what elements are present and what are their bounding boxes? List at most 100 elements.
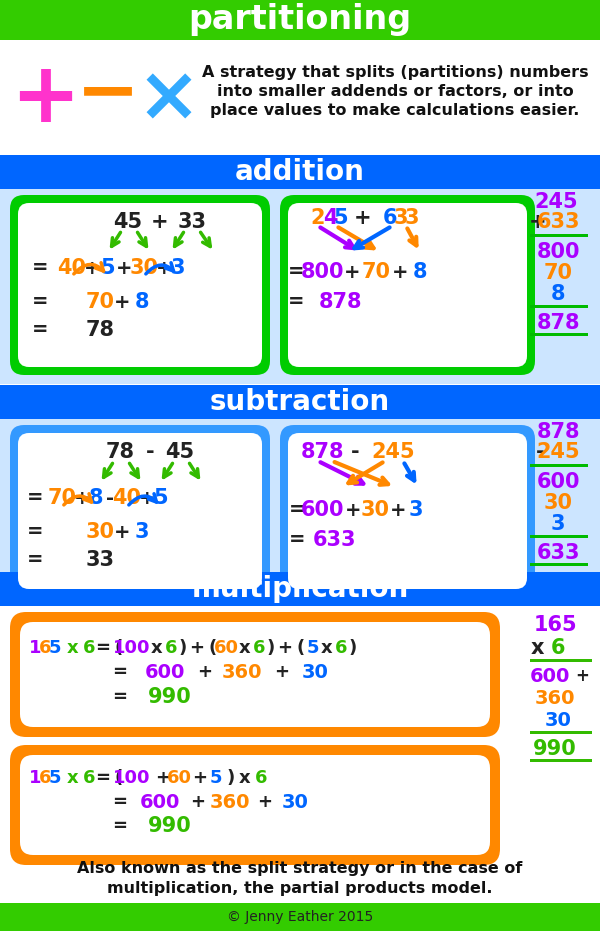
Text: 3: 3 [405, 208, 419, 228]
Text: 40: 40 [113, 488, 142, 508]
Text: x: x [151, 639, 163, 657]
Text: 45: 45 [113, 212, 143, 232]
Text: 5: 5 [49, 769, 61, 787]
Bar [0, 40, 600, 155]
Text: +: + [275, 663, 290, 681]
Text: -: - [146, 442, 154, 462]
Text: +: + [193, 769, 208, 787]
Text: (: ( [209, 639, 217, 657]
Text: 600: 600 [140, 792, 180, 812]
Bar [0, 903, 600, 931]
FancyBboxPatch shape [20, 622, 490, 727]
Text: =: = [32, 259, 48, 277]
Text: 6: 6 [39, 769, 51, 787]
Text: +: + [114, 522, 130, 542]
Text: 4: 4 [323, 208, 337, 228]
Text: 800: 800 [300, 262, 344, 282]
Text: +: + [354, 208, 372, 228]
Text: 6: 6 [83, 769, 95, 787]
Text: 6: 6 [335, 639, 347, 657]
Bar [530, 234, 588, 237]
Text: 30: 30 [130, 258, 158, 278]
Text: 245: 245 [536, 442, 580, 462]
Text: x: x [239, 769, 251, 787]
Text: =: = [27, 550, 43, 570]
Text: 600: 600 [536, 472, 580, 492]
Text: 5: 5 [307, 639, 319, 657]
Text: 878: 878 [318, 292, 362, 312]
Text: 6: 6 [39, 639, 51, 657]
Text: 165: 165 [533, 615, 577, 635]
Text: ): ) [179, 639, 187, 657]
Text: subtraction: subtraction [210, 388, 390, 416]
Text: 633: 633 [313, 530, 357, 550]
Text: 6: 6 [551, 638, 565, 658]
FancyBboxPatch shape [10, 612, 500, 737]
Text: −: − [76, 56, 140, 130]
Text: 1: 1 [29, 639, 41, 657]
Text: =: = [113, 793, 128, 811]
Text: 600: 600 [301, 500, 345, 520]
Text: 360: 360 [210, 792, 250, 812]
Text: 878: 878 [536, 313, 580, 333]
Text: 990: 990 [148, 816, 192, 836]
Text: 8: 8 [135, 292, 149, 312]
Text: +: + [257, 793, 272, 811]
Bar [0, 419, 600, 604]
Text: 633: 633 [536, 543, 580, 563]
Bar [0, 385, 600, 419]
Text: +: + [190, 639, 205, 657]
Text: +: + [392, 263, 408, 281]
Text: 100: 100 [113, 639, 151, 657]
Text: =: = [288, 292, 304, 312]
Bar [0, 189, 600, 384]
Text: 8: 8 [551, 284, 565, 304]
Text: 30: 30 [361, 500, 389, 520]
Bar [0, 0, 600, 40]
Text: (: ( [297, 639, 305, 657]
Text: Also known as the split strategy or in the case of: Also known as the split strategy or in t… [77, 860, 523, 875]
Text: x: x [530, 638, 544, 658]
Bar [530, 659, 592, 662]
Text: 360: 360 [222, 663, 262, 681]
FancyBboxPatch shape [280, 425, 535, 597]
Text: 600: 600 [145, 663, 185, 681]
Text: 5: 5 [334, 208, 349, 228]
Text: +: + [74, 489, 90, 507]
FancyBboxPatch shape [280, 195, 535, 375]
Text: 30: 30 [302, 663, 328, 681]
Text: 3: 3 [171, 258, 185, 278]
FancyBboxPatch shape [10, 195, 270, 375]
Text: x: x [67, 769, 79, 787]
Text: addition: addition [235, 158, 365, 186]
Text: 878: 878 [536, 422, 580, 442]
Text: +: + [156, 259, 172, 277]
Text: place values to make calculations easier.: place values to make calculations easier… [211, 103, 580, 118]
Text: =: = [95, 639, 110, 657]
Text: 990: 990 [148, 687, 192, 707]
Text: 6: 6 [255, 769, 267, 787]
FancyBboxPatch shape [10, 425, 270, 597]
Bar [0, 572, 600, 606]
Text: ): ) [349, 639, 357, 657]
Text: (: ( [115, 639, 123, 657]
Text: +: + [575, 667, 589, 685]
Text: 5: 5 [210, 769, 222, 787]
Text: (: ( [115, 769, 123, 787]
Text: =: = [289, 531, 305, 549]
Text: -: - [536, 442, 544, 462]
Text: 40: 40 [58, 258, 86, 278]
FancyBboxPatch shape [18, 433, 262, 589]
Text: 1: 1 [29, 769, 41, 787]
Text: -: - [350, 442, 359, 462]
Bar [530, 464, 588, 467]
Text: =: = [113, 817, 128, 835]
Text: +: + [344, 263, 360, 281]
Text: 60: 60 [167, 769, 191, 787]
Text: =: = [95, 769, 110, 787]
Text: © Jenny Eather 2015: © Jenny Eather 2015 [227, 910, 373, 924]
Text: +: + [151, 212, 169, 232]
Bar [530, 731, 592, 734]
FancyBboxPatch shape [288, 433, 527, 589]
Text: 30: 30 [544, 493, 572, 513]
